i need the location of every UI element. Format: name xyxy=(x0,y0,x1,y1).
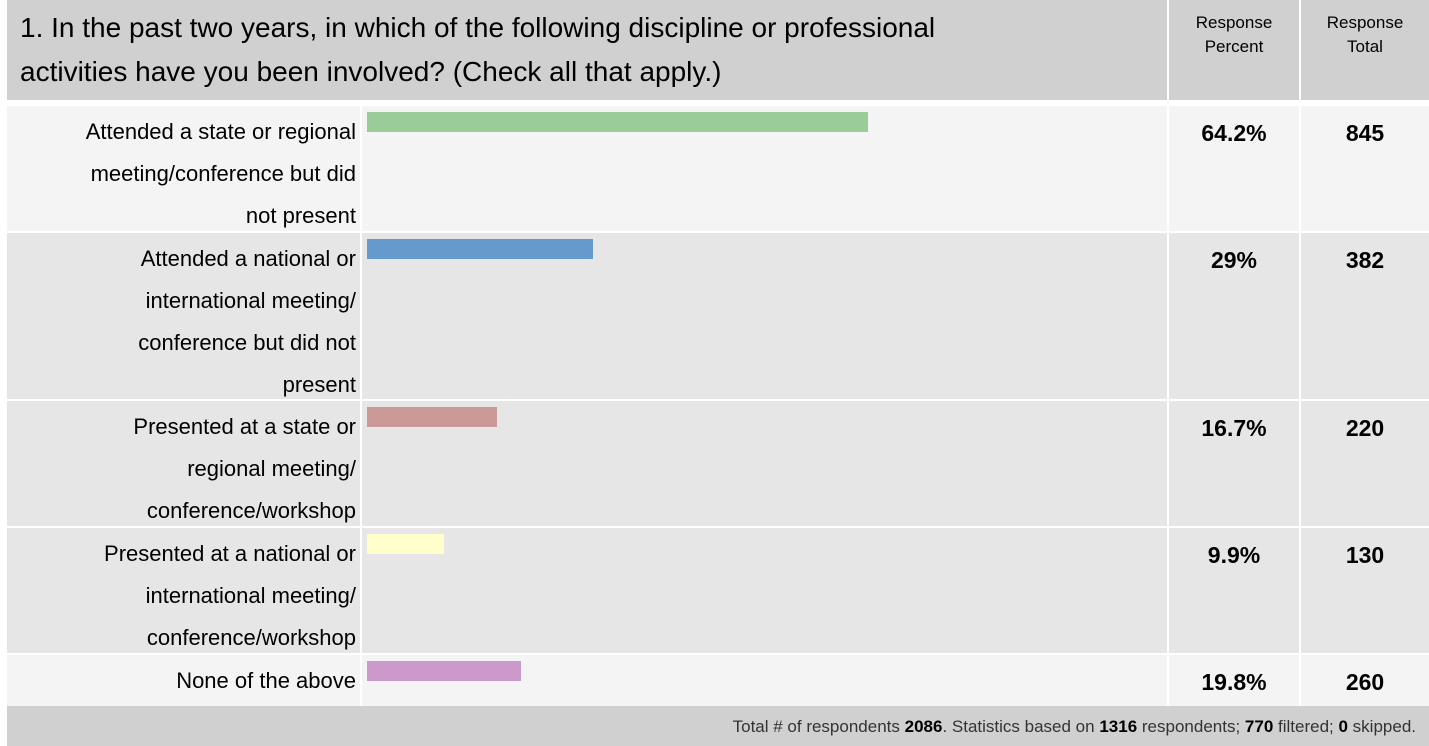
skipped-count: 0 xyxy=(1338,717,1348,736)
response-total-header: Response Total xyxy=(1299,0,1429,100)
summary-text: skipped. xyxy=(1347,717,1416,736)
response-bar xyxy=(367,661,521,681)
summary-text: respondents; xyxy=(1137,717,1245,736)
header-text: Response xyxy=(1195,13,1273,32)
header-text: Percent xyxy=(1204,37,1264,56)
response-percent-value: 9.9% xyxy=(1167,528,1299,655)
response-percent-value: 16.7% xyxy=(1167,401,1299,528)
answer-row: None of the above 19.8% 260 xyxy=(7,653,1429,706)
answer-label: None of the above xyxy=(7,655,362,706)
answer-label-line: Presented at a state or xyxy=(133,414,356,439)
answer-row: Presented at a state or regional meeting/… xyxy=(7,399,1429,528)
bar-cell xyxy=(362,528,1167,655)
response-total-value: 260 xyxy=(1299,655,1429,706)
response-percent-value: 29% xyxy=(1167,233,1299,401)
answer-label-line: Attended a state or regional xyxy=(85,119,356,144)
answer-label-line: conference/workshop xyxy=(146,498,356,523)
answer-label-line: international meeting/ xyxy=(145,288,356,313)
response-percent-value: 64.2% xyxy=(1167,106,1299,233)
answer-row: Presented at a national or international … xyxy=(7,526,1429,655)
based-on-count: 1316 xyxy=(1099,717,1138,736)
response-total-value: 220 xyxy=(1299,401,1429,528)
response-bar xyxy=(367,534,444,554)
answer-label: Presented at a state or regional meeting/… xyxy=(7,401,362,528)
total-respondents-count: 2086 xyxy=(904,717,943,736)
answer-label-line: regional meeting/ xyxy=(187,456,356,481)
answer-row: Attended a national or international meet… xyxy=(7,231,1429,401)
summary-text: filtered; xyxy=(1273,717,1339,736)
answer-label-line: meeting/conference but did xyxy=(90,161,356,186)
answer-label-line: international meeting/ xyxy=(145,583,356,608)
question-title-line: 1. In the past two years, in which of th… xyxy=(20,12,936,43)
answer-label: Presented at a national or international … xyxy=(7,528,362,655)
answer-label-line: None of the above xyxy=(176,668,356,693)
bar-cell xyxy=(362,401,1167,528)
filtered-count: 770 xyxy=(1244,717,1274,736)
answer-label-line: not present xyxy=(245,203,356,228)
answer-label: Attended a state or regional meeting/conf… xyxy=(7,106,362,233)
bar-cell xyxy=(362,233,1167,401)
response-total-value: 845 xyxy=(1299,106,1429,233)
respondent-summary: Total # of respondents 2086. Statistics … xyxy=(7,706,1429,746)
summary-text: Total # of respondents xyxy=(732,717,905,736)
summary-text: . Statistics based on xyxy=(942,717,1100,736)
answer-label-line: Attended a national or xyxy=(140,246,356,271)
bar-cell xyxy=(362,106,1167,233)
bar-cell xyxy=(362,655,1167,706)
answer-label-line: conference but did not xyxy=(138,330,356,355)
header-text: Total xyxy=(1347,37,1383,56)
response-bar xyxy=(367,239,593,259)
answer-label-line: present xyxy=(282,372,356,397)
response-percent-header: Response Percent xyxy=(1167,0,1299,100)
response-bar xyxy=(367,112,868,132)
answer-label: Attended a national or international meet… xyxy=(7,233,362,401)
response-bar xyxy=(367,407,497,427)
response-total-value: 382 xyxy=(1299,233,1429,401)
response-total-value: 130 xyxy=(1299,528,1429,655)
header-text: Response xyxy=(1326,13,1404,32)
answer-label-line: conference/workshop xyxy=(146,625,356,650)
table-header: 1. In the past two years, in which of th… xyxy=(7,0,1429,100)
question-title: 1. In the past two years, in which of th… xyxy=(7,0,1167,100)
response-percent-value: 19.8% xyxy=(1167,655,1299,706)
question-title-line: activities have you been involved? (Chec… xyxy=(20,56,722,87)
answer-row: Attended a state or regional meeting/conf… xyxy=(7,104,1429,233)
answer-label-line: Presented at a national or xyxy=(104,541,356,566)
